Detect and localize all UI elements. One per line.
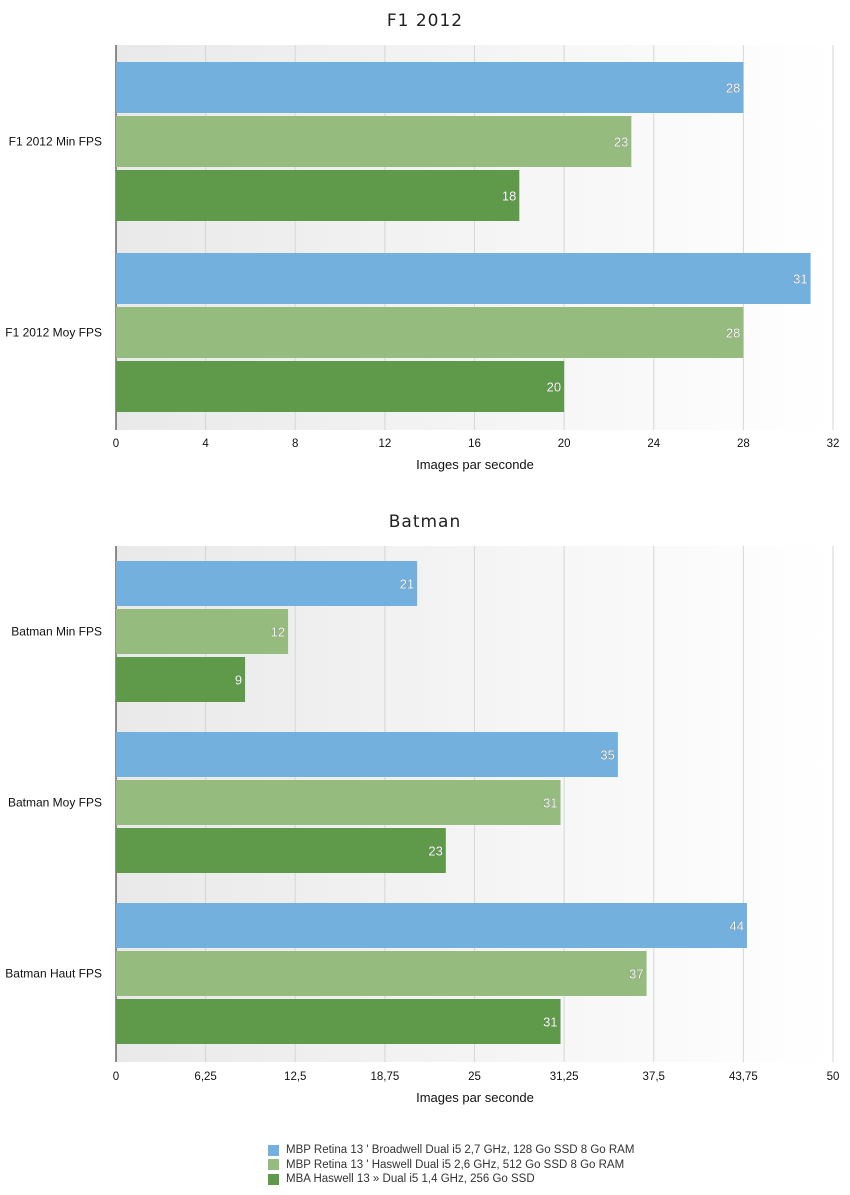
data-label-0-1-1: 28 — [726, 326, 740, 341]
data-label-1-1-2: 23 — [428, 844, 442, 859]
x-tick-label-1-5: 31,25 — [550, 1071, 579, 1083]
bar-1-0-0 — [116, 561, 418, 606]
legend-swatch-haswell-mbp — [268, 1159, 279, 1171]
x-tick-label-1-6: 37,5 — [643, 1071, 665, 1083]
legend-item-mba: MBA Haswell 13 » Dual i5 1,4 GHz, 256 Go… — [268, 1172, 828, 1187]
x-tick-label-0-3: 12 — [378, 438, 391, 450]
x-tick-label-0-6: 24 — [647, 438, 660, 450]
category-label-1-0: Batman Min FPS — [11, 625, 102, 639]
x-tick-label-0-4: 16 — [468, 438, 481, 450]
bar-1-1-2 — [116, 828, 446, 873]
x-tick-label-0-7: 28 — [737, 438, 750, 450]
legend-item-broadwell: MBP Retina 13 ' Broadwell Dual i5 2,7 GH… — [268, 1143, 828, 1158]
data-label-1-0-1: 12 — [271, 625, 285, 640]
legend-swatch-mba — [268, 1173, 279, 1185]
data-label-1-0-0: 21 — [400, 577, 414, 592]
x-tick-label-1-0: 0 — [113, 1071, 119, 1083]
legend-item-haswell-mbp: MBP Retina 13 ' Haswell Dual i5 2,6 GHz,… — [268, 1158, 828, 1173]
data-label-0-1-0: 31 — [793, 272, 807, 287]
legend-swatch-broadwell — [268, 1144, 279, 1156]
legend-label-mba: MBA Haswell 13 » Dual i5 1,4 GHz, 256 Go… — [286, 1173, 535, 1186]
x-axis-label-1: Images par seconde — [416, 1090, 534, 1105]
bar-0-1-2 — [116, 361, 565, 412]
bar-0-0-1 — [116, 116, 632, 167]
bar-1-2-1 — [116, 951, 647, 996]
category-label-1-1: Batman Moy FPS — [8, 796, 102, 810]
x-tick-label-1-7: 43,75 — [729, 1071, 758, 1083]
x-tick-label-1-4: 25 — [468, 1071, 481, 1083]
legend-label-broadwell: MBP Retina 13 ' Broadwell Dual i5 2,7 GH… — [286, 1144, 635, 1157]
legend-label-haswell-mbp: MBP Retina 13 ' Haswell Dual i5 2,6 GHz,… — [286, 1158, 625, 1171]
data-label-1-2-1: 37 — [629, 967, 643, 982]
category-label-0-1: F1 2012 Moy FPS — [5, 326, 102, 340]
bar-1-2-2 — [116, 999, 561, 1044]
data-label-1-2-0: 44 — [729, 919, 743, 934]
data-label-0-0-0: 28 — [726, 81, 740, 96]
bar-1-1-1 — [116, 780, 561, 825]
bar-0-1-1 — [116, 307, 744, 358]
bar-0-0-0 — [116, 62, 744, 113]
data-label-1-1-1: 31 — [543, 796, 557, 811]
data-label-0-0-2: 18 — [502, 189, 516, 204]
x-tick-label-1-8: 50 — [827, 1071, 840, 1083]
bar-0-1-0 — [116, 253, 811, 304]
chart-title-1: Batman — [389, 512, 462, 532]
x-tick-label-1-2: 12,5 — [284, 1071, 306, 1083]
x-axis-label-0: Images par seconde — [416, 457, 534, 472]
data-label-0-1-2: 20 — [547, 380, 561, 395]
x-tick-label-0-2: 8 — [292, 438, 298, 450]
x-tick-label-1-1: 6,25 — [194, 1071, 216, 1083]
x-tick-label-0-0: 0 — [113, 438, 119, 450]
category-label-0-0: F1 2012 Min FPS — [9, 135, 102, 149]
charts-svg: F1 2012 28 23 18 F1 2012 Min FPS 31 28 20 F1 201… — [5, 11, 840, 1105]
legend: MBP Retina 13 ' Broadwell Dual i5 2,7 GH… — [268, 1143, 828, 1187]
x-tick-label-0-8: 32 — [827, 438, 840, 450]
x-tick-label-0-1: 4 — [202, 438, 209, 450]
chart-title-0: F1 2012 — [387, 11, 463, 31]
bar-1-0-2 — [116, 657, 246, 702]
bar-1-2-0 — [116, 903, 747, 948]
bar-1-1-0 — [116, 732, 618, 777]
data-label-1-2-2: 31 — [543, 1015, 557, 1030]
bar-0-0-2 — [116, 170, 520, 221]
data-label-0-0-1: 23 — [614, 135, 628, 150]
category-label-1-2: Batman Haut FPS — [5, 967, 102, 981]
x-tick-label-1-3: 18,75 — [370, 1071, 399, 1083]
x-tick-label-0-5: 20 — [558, 438, 571, 450]
data-label-1-1-0: 35 — [600, 748, 614, 763]
data-label-1-0-2: 9 — [235, 673, 242, 688]
bar-1-0-1 — [116, 609, 289, 654]
